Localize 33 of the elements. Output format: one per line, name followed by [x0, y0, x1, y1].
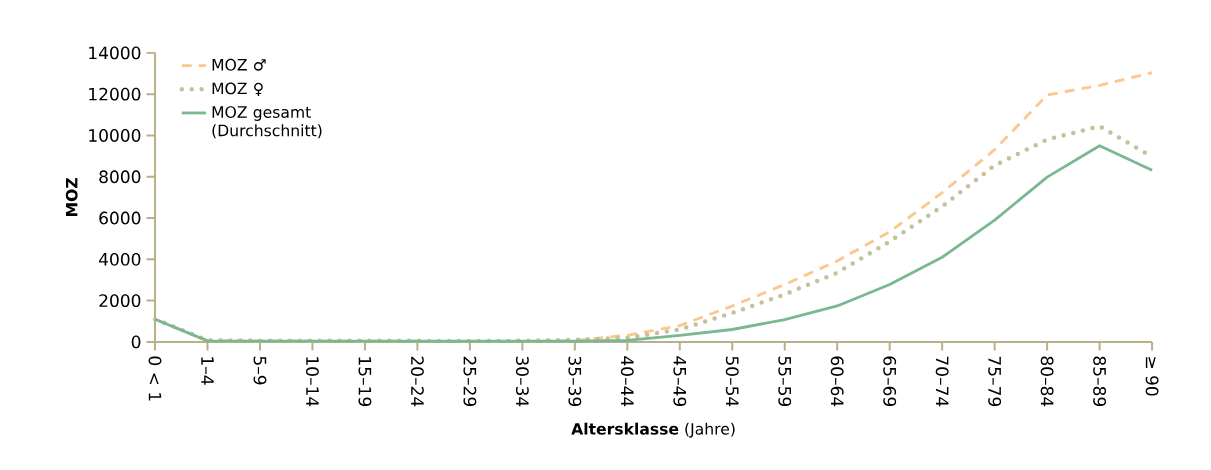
legend-label: MOZ ♀ — [212, 82, 263, 97]
y-tick-label: 4000 — [98, 252, 141, 266]
x-tick-label: 65–69 — [883, 356, 897, 407]
x-tick-label: 10–14 — [306, 357, 319, 407]
x-tick-label: 5–9 — [253, 356, 267, 385]
x-tick-label: 40–44 — [620, 356, 634, 407]
x-tick-label: 15–19 — [358, 357, 372, 407]
x-tick-label: 80–84 — [1040, 356, 1054, 407]
x-tick-label: 60–64 — [830, 356, 844, 407]
y-tick-label: 8000 — [99, 170, 141, 184]
x-tick-label: 75–79 — [988, 356, 1002, 407]
legend-label: MOZ gesamt (Durchschnitt) — [212, 106, 322, 139]
y-tick-label: 12000 — [89, 87, 141, 101]
y-tick-label: 2000 — [99, 294, 141, 308]
y-axis-title: MOZ — [65, 178, 78, 217]
x-tick-label: 85–89 — [1093, 356, 1107, 407]
y-tick-label: 6000 — [99, 211, 141, 225]
x-tick-label: 30–34 — [515, 356, 529, 407]
x-tick-label: 55–59 — [778, 356, 792, 407]
y-tick-label: 0 — [131, 335, 141, 349]
x-tick-label: 20–24 — [410, 356, 424, 407]
x-tick-label: 0 < 1 — [148, 356, 162, 401]
x-tick-label: 35–39 — [568, 356, 582, 407]
x-tick-label: 1–4 — [201, 357, 214, 385]
legend-label: MOZ ♂ — [212, 58, 266, 71]
x-axis-title: Altersklasse (Jahre) — [571, 422, 735, 438]
y-tick-label: 14000 — [89, 46, 141, 60]
x-tick-label: 50–54 — [725, 356, 739, 407]
x-tick-label: 45–49 — [673, 356, 687, 407]
x-tick-label: 70–74 — [935, 356, 949, 407]
x-tick-label: 25–29 — [463, 356, 477, 407]
x-tick-label: ≥ 90 — [1145, 357, 1159, 396]
y-tick-label: 10000 — [89, 129, 141, 142]
